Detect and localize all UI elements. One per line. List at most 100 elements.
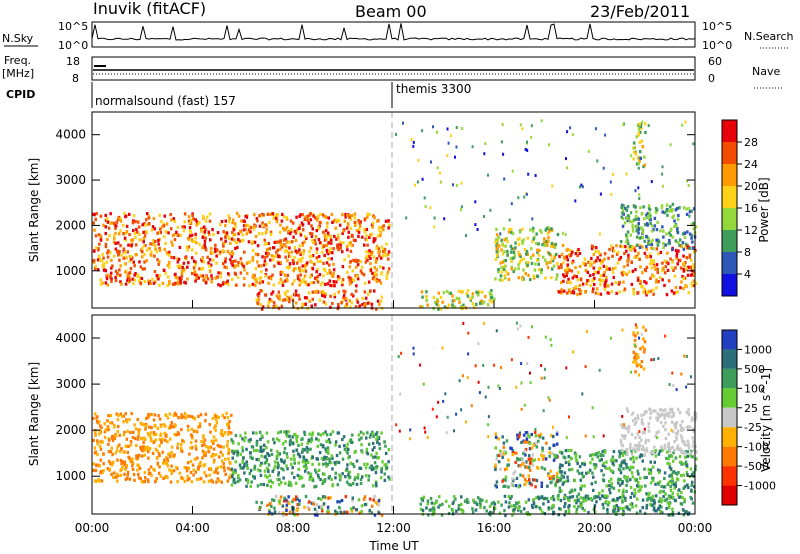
echo-cell <box>138 238 141 242</box>
echo-cell <box>625 489 628 493</box>
echo-cell <box>334 218 338 222</box>
echo-cell <box>302 484 305 488</box>
echo-cell <box>409 428 412 432</box>
echo-cell <box>310 273 313 277</box>
echo-cell <box>664 421 667 425</box>
echo-cell <box>687 442 691 446</box>
echo-cell <box>102 262 106 266</box>
echo-cell <box>438 503 442 507</box>
echo-cell <box>168 282 171 286</box>
echo-cell <box>298 453 301 457</box>
echo-cell <box>206 277 210 281</box>
echo-cell <box>266 475 269 479</box>
echo-cell <box>282 468 285 472</box>
echo-cell <box>655 263 659 267</box>
echo-cell <box>237 260 240 265</box>
echo-cell <box>259 445 263 450</box>
echo-cell <box>571 495 575 499</box>
echo-cell <box>387 475 390 479</box>
echo-cell <box>253 277 257 281</box>
echo-cell <box>656 412 659 416</box>
echo-cell <box>234 240 238 244</box>
echo-cell <box>212 232 215 236</box>
echo-cell <box>496 244 500 248</box>
echo-cell <box>632 218 636 222</box>
echo-cell <box>678 206 681 210</box>
echo-cell <box>590 498 594 502</box>
echo-cell <box>321 481 324 486</box>
echo-cell <box>323 478 327 482</box>
echo-cell <box>595 246 598 250</box>
echo-cell <box>609 180 612 184</box>
colorbar-swatch <box>722 446 737 467</box>
echo-cell <box>117 216 120 220</box>
echo-cell <box>604 133 607 137</box>
echo-cell <box>97 233 101 237</box>
echo-cell <box>637 131 640 135</box>
echo-cell <box>341 283 344 287</box>
echo-cell <box>528 441 532 445</box>
echo-cell <box>598 258 601 262</box>
echo-cell <box>275 250 278 254</box>
echo-cell <box>267 276 271 280</box>
echo-cell <box>304 280 307 284</box>
echo-cell <box>317 237 321 242</box>
echo-cell <box>355 298 359 302</box>
echo-cell <box>101 263 105 267</box>
echo-cell <box>261 449 264 453</box>
echo-cell <box>210 276 214 281</box>
echo-cell <box>354 289 358 293</box>
echo-cell <box>290 462 293 466</box>
echo-cell <box>671 260 674 264</box>
echo-cell <box>386 253 390 257</box>
echo-cell <box>631 226 635 230</box>
echo-cell <box>251 248 255 253</box>
echo-cell <box>634 358 637 362</box>
echo-cell <box>510 230 513 235</box>
echo-cell <box>669 257 672 261</box>
echo-cell <box>273 464 277 468</box>
echo-cell <box>147 479 150 484</box>
echo-cell <box>549 260 552 264</box>
echo-cell <box>308 477 311 481</box>
echo-cell <box>296 274 300 278</box>
echo-cell <box>226 422 229 427</box>
echo-cell <box>116 429 119 434</box>
echo-cell <box>573 478 577 483</box>
echo-cell <box>639 206 642 210</box>
echo-cell <box>293 511 296 515</box>
echo-cell <box>132 219 135 223</box>
echo-cell <box>154 247 157 251</box>
echo-cell <box>183 411 187 416</box>
echo-cell <box>227 432 230 436</box>
echo-cell <box>622 510 625 514</box>
echo-cell <box>368 508 371 513</box>
echo-cell <box>624 434 627 438</box>
echo-cell <box>459 507 462 512</box>
echo-cell <box>211 251 214 255</box>
echo-cell <box>690 258 693 262</box>
echo-cell <box>306 450 309 454</box>
echo-cell <box>322 479 325 483</box>
echo-cell <box>322 300 326 304</box>
echo-cell <box>615 504 618 508</box>
echo-cell <box>133 478 136 482</box>
echo-cell <box>348 470 351 474</box>
echo-cell <box>110 279 113 283</box>
echo-cell <box>626 452 629 456</box>
echo-cell <box>301 449 305 453</box>
echo-cell <box>363 281 367 285</box>
echo-cell <box>690 222 693 227</box>
echo-cell <box>315 247 319 251</box>
echo-cell <box>334 509 337 513</box>
echo-cell <box>255 280 258 284</box>
echo-cell <box>536 250 539 254</box>
echo-cell <box>510 227 513 232</box>
echo-cell <box>677 488 681 492</box>
echo-cell <box>623 287 627 291</box>
echo-cell <box>525 465 528 469</box>
echo-cell <box>207 479 211 483</box>
echo-cell <box>316 473 320 477</box>
echo-cell <box>621 453 625 457</box>
echo-cell <box>672 383 675 387</box>
